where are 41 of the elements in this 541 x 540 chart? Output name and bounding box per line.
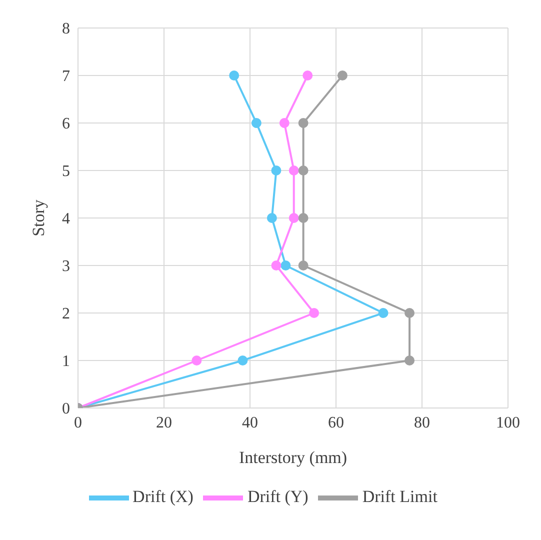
point	[302, 70, 313, 80]
y-tick-label: 0	[62, 400, 70, 418]
point	[238, 356, 248, 366]
y-tick-label: 5	[62, 163, 70, 180]
point	[288, 213, 299, 223]
legend-label: Drift Limit	[362, 486, 438, 506]
x-tick-label: 0	[74, 414, 82, 432]
point	[229, 70, 240, 80]
x-tick-label: 40	[242, 414, 258, 432]
legend-label: Drift (Y)	[247, 486, 308, 506]
point	[298, 118, 308, 128]
point	[378, 308, 388, 318]
legend-label: Drift (X)	[132, 486, 194, 506]
point	[298, 166, 308, 176]
point	[404, 308, 415, 318]
point	[298, 213, 308, 223]
point	[280, 260, 291, 270]
point	[251, 118, 262, 128]
point	[271, 260, 282, 270]
y-tick-label: 3	[62, 258, 70, 276]
y-tick-label: 6	[62, 116, 70, 133]
point	[309, 308, 320, 318]
y-tick-label: 1	[62, 353, 70, 370]
y-axis-title: Story	[29, 199, 48, 236]
point	[279, 118, 290, 128]
point	[271, 166, 282, 176]
x-axis-title: Interstory (mm)	[238, 448, 348, 467]
point	[192, 356, 202, 366]
x-tick-label: 80	[414, 414, 430, 432]
point	[266, 213, 277, 223]
y-tick-label: 8	[62, 20, 70, 38]
point	[288, 166, 299, 176]
point	[298, 260, 308, 270]
y-tick-label: 2	[62, 306, 70, 323]
x-tick-label: 100	[496, 414, 520, 432]
y-tick-label: 7	[62, 68, 70, 86]
x-tick-label: 20	[156, 414, 172, 432]
point	[337, 70, 348, 80]
x-tick-label: 60	[328, 414, 344, 432]
point	[404, 356, 415, 366]
y-tick-label: 4	[62, 210, 70, 228]
